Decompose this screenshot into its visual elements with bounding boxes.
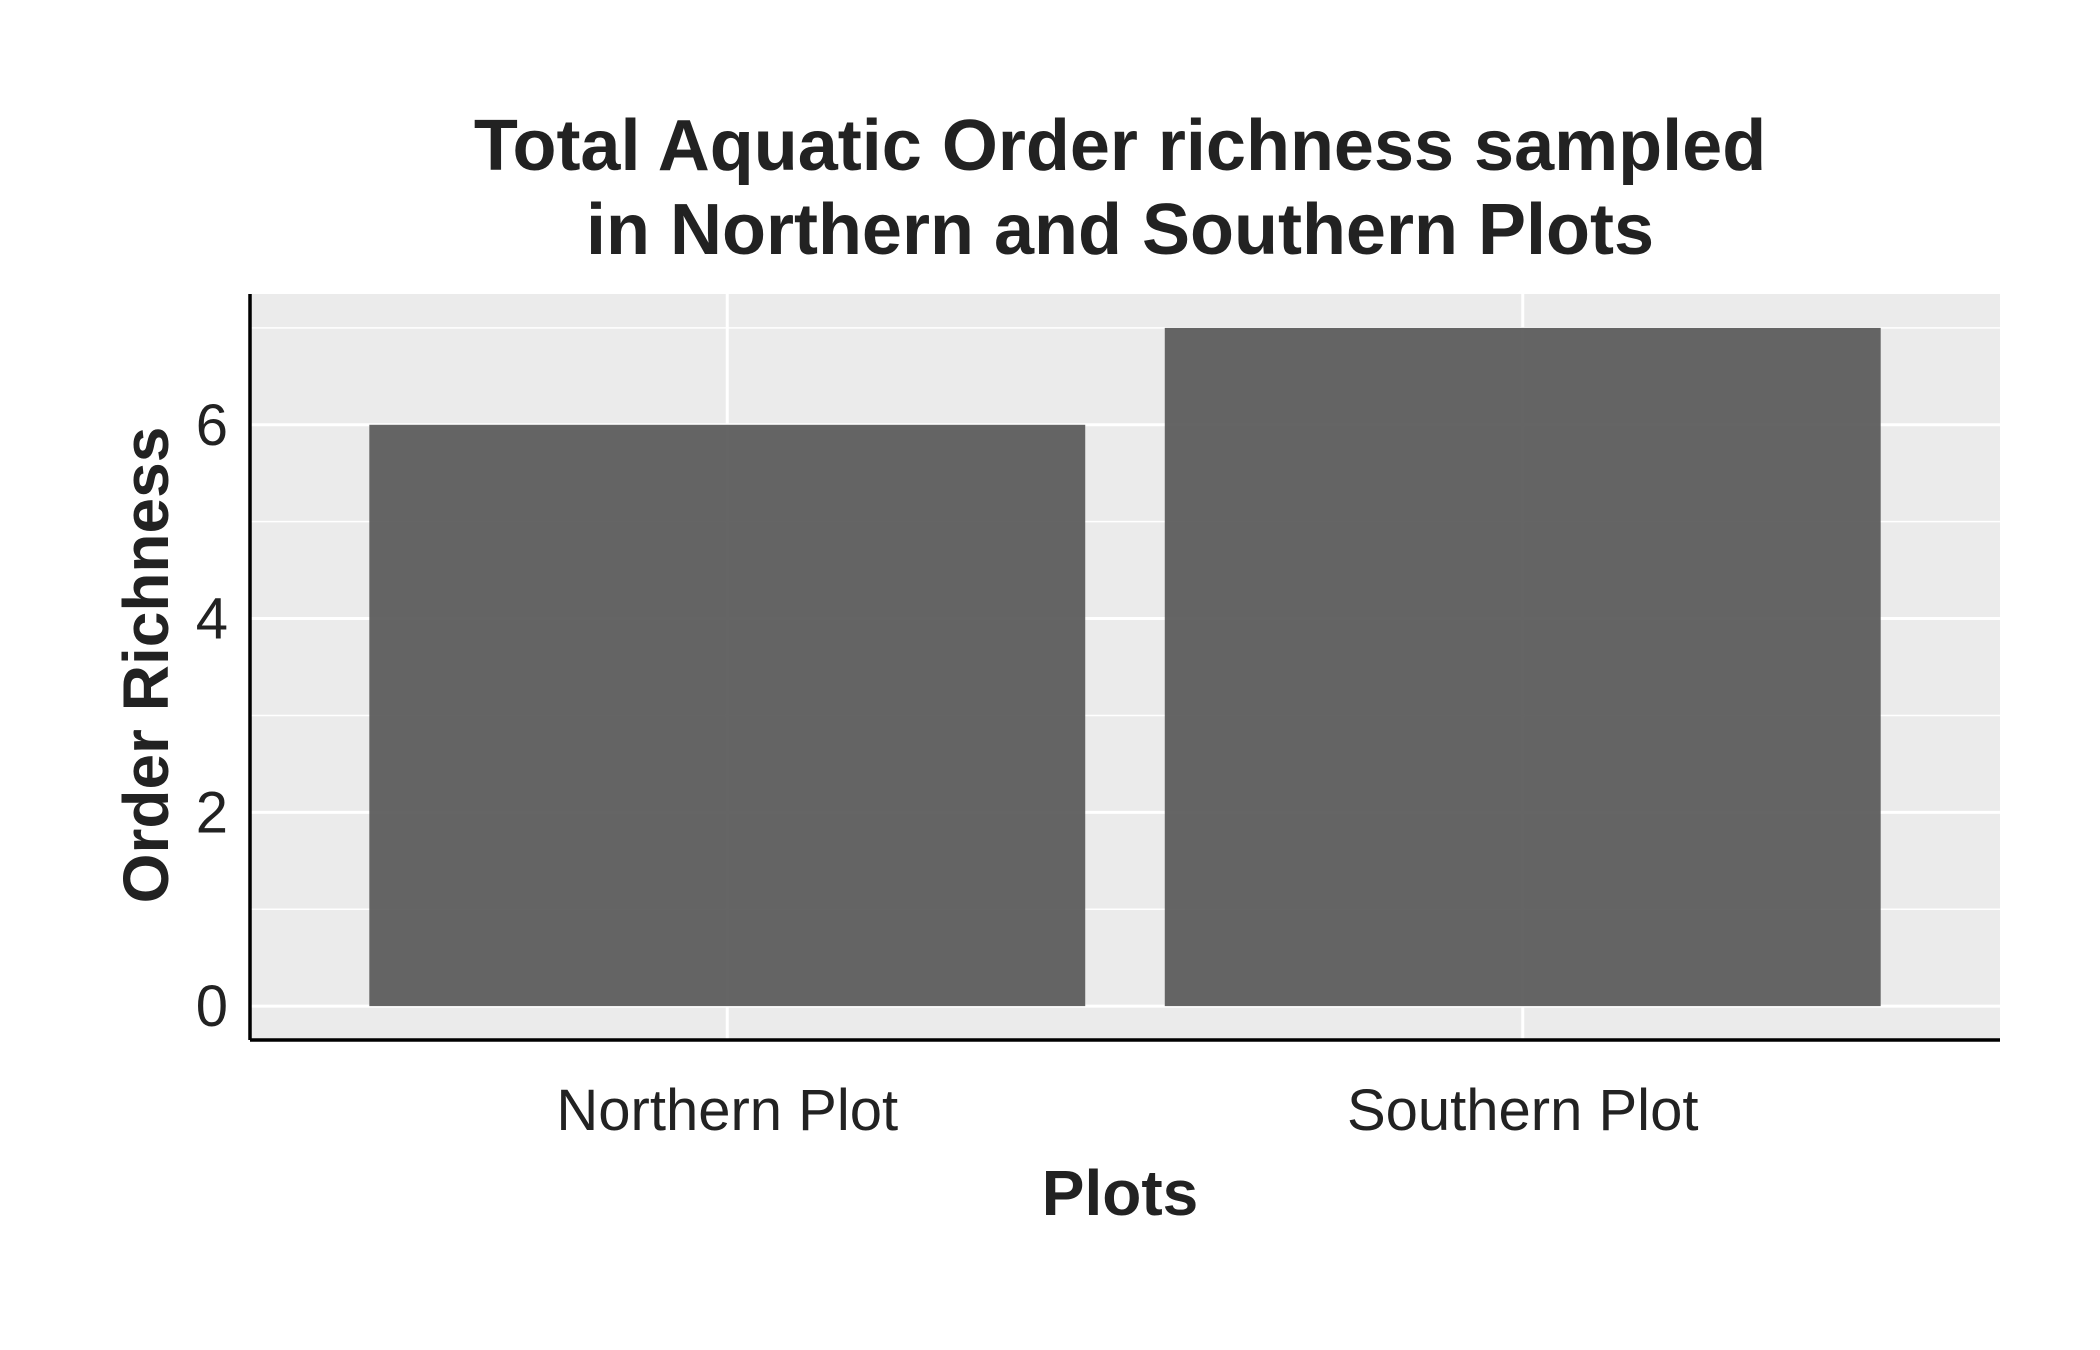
x-tick-label: Northern Plot [556, 1078, 898, 1143]
chart-title-line-2: in Northern and Southern Plots [586, 190, 1654, 270]
bar-southern-plot [1164, 327, 1881, 1007]
x-tick-label: Southern Plot [1347, 1078, 1698, 1143]
y-tick-label: 6 [196, 393, 228, 458]
bars [369, 327, 1881, 1007]
y-axis-title: Order Richness [110, 427, 182, 904]
y-tick-label: 4 [196, 587, 228, 652]
x-axis-title: Plots [1042, 1157, 1198, 1229]
chart-title-line-1: Total Aquatic Order richness sampled [474, 106, 1766, 186]
y-axis-ticks: 0 2 4 6 [196, 393, 228, 1039]
x-axis-ticks: Northern Plot Southern Plot [556, 1078, 1698, 1143]
y-tick-label: 0 [196, 974, 228, 1039]
bar-northern-plot [369, 424, 1086, 1007]
chart-title: Total Aquatic Order richness sampled in … [474, 106, 1766, 270]
y-tick-label: 2 [196, 780, 228, 845]
